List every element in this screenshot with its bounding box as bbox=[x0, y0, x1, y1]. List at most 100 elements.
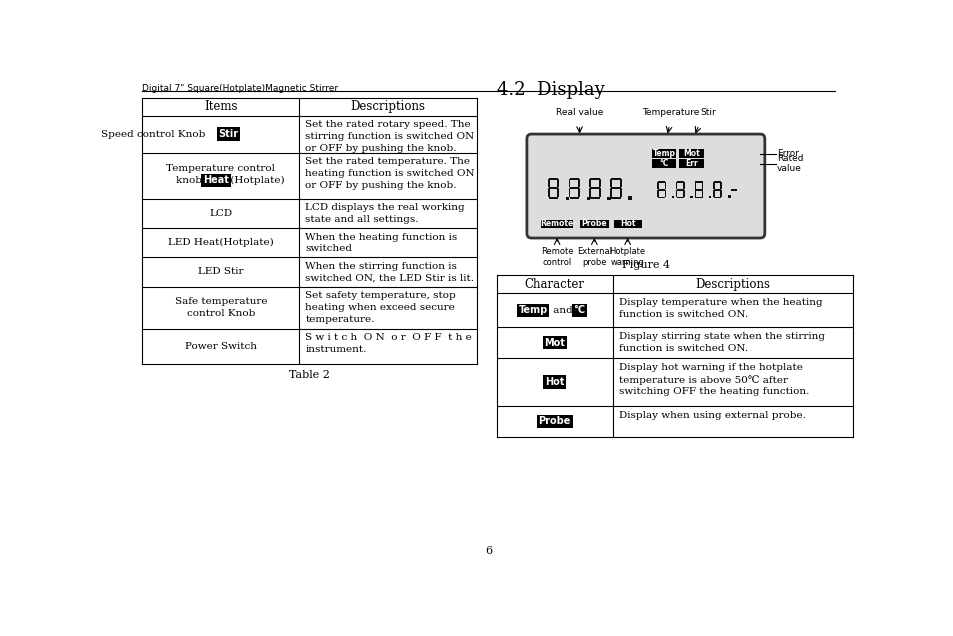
Bar bbox=[568, 188, 570, 197]
Text: Remote: Remote bbox=[540, 219, 573, 228]
Text: Temp: Temp bbox=[517, 305, 547, 315]
Bar bbox=[713, 190, 714, 197]
Bar bbox=[578, 179, 579, 188]
Bar bbox=[548, 197, 558, 199]
Bar bbox=[676, 197, 683, 198]
Bar bbox=[598, 188, 600, 197]
Text: Figure 4: Figure 4 bbox=[621, 260, 670, 270]
Bar bbox=[676, 189, 683, 191]
Bar bbox=[607, 197, 610, 200]
Bar bbox=[590, 177, 599, 179]
Text: Display temperature when the heating
function is switched ON.: Display temperature when the heating fun… bbox=[618, 298, 821, 319]
Bar bbox=[569, 177, 578, 179]
Bar bbox=[651, 160, 676, 168]
Bar bbox=[586, 197, 589, 200]
Text: LED Stir: LED Stir bbox=[198, 267, 243, 277]
Bar bbox=[619, 179, 621, 188]
Text: Mot: Mot bbox=[544, 338, 564, 348]
Bar bbox=[611, 197, 620, 199]
Text: Temp: Temp bbox=[652, 149, 675, 158]
Bar bbox=[611, 188, 620, 190]
Bar bbox=[731, 189, 736, 191]
Text: Descriptions: Descriptions bbox=[695, 278, 770, 291]
Text: Err: Err bbox=[684, 159, 697, 168]
Text: Temperature control: Temperature control bbox=[166, 164, 275, 173]
Bar bbox=[664, 190, 665, 197]
Bar bbox=[610, 188, 612, 197]
Text: Speed control Knob: Speed control Knob bbox=[101, 130, 208, 139]
Bar bbox=[598, 179, 600, 188]
Text: Probe: Probe bbox=[538, 417, 571, 426]
Bar bbox=[713, 189, 720, 191]
Text: S w i t c h  O N  o r  O F F  t h e
instrument.: S w i t c h O N o r O F F t h e instrume… bbox=[305, 333, 472, 354]
Bar bbox=[695, 189, 701, 191]
Text: °C: °C bbox=[659, 159, 668, 168]
Bar bbox=[619, 188, 621, 197]
Text: control Knob: control Knob bbox=[187, 309, 254, 319]
Text: Temperature: Temperature bbox=[641, 108, 699, 117]
Text: Error: Error bbox=[777, 149, 799, 158]
Text: knob: knob bbox=[176, 176, 205, 185]
Text: Remote
control: Remote control bbox=[540, 247, 573, 266]
Bar bbox=[682, 182, 684, 189]
Text: When the heating function is
switched: When the heating function is switched bbox=[305, 233, 457, 253]
Text: Items: Items bbox=[204, 100, 237, 113]
Text: Safe temperature: Safe temperature bbox=[174, 297, 267, 306]
Bar bbox=[713, 197, 720, 198]
Bar bbox=[657, 182, 659, 189]
Bar bbox=[568, 179, 570, 188]
Bar bbox=[611, 177, 620, 179]
Text: Heat: Heat bbox=[203, 176, 229, 185]
Text: Digital 7" Square(Hotplate)Magnetic Stirrer: Digital 7" Square(Hotplate)Magnetic Stir… bbox=[142, 84, 338, 93]
Bar bbox=[657, 190, 659, 197]
Text: °C: °C bbox=[573, 305, 585, 315]
Bar bbox=[548, 177, 558, 179]
Bar bbox=[589, 179, 591, 188]
Text: When the stirring function is
switched ON, the LED Stir is lit.: When the stirring function is switched O… bbox=[305, 262, 474, 282]
Bar bbox=[701, 190, 702, 197]
Bar bbox=[708, 196, 711, 198]
Text: Table 2: Table 2 bbox=[289, 370, 330, 380]
Text: Stir: Stir bbox=[218, 129, 238, 139]
Text: Mot: Mot bbox=[682, 149, 699, 158]
Text: Display when using external probe.: Display when using external probe. bbox=[618, 410, 805, 420]
Bar bbox=[658, 189, 665, 191]
Bar bbox=[676, 190, 677, 197]
Text: Display hot warning if the hotplate
temperature is above 50℃ after
switching OFF: Display hot warning if the hotplate temp… bbox=[618, 363, 809, 396]
Bar bbox=[579, 219, 608, 228]
Bar bbox=[695, 197, 701, 198]
Bar bbox=[690, 196, 692, 198]
Bar bbox=[613, 219, 641, 228]
Bar bbox=[713, 181, 720, 183]
Text: External
probe: External probe bbox=[577, 247, 611, 266]
Bar bbox=[547, 179, 549, 188]
Bar bbox=[557, 188, 558, 197]
Text: Hotplate
warning: Hotplate warning bbox=[609, 247, 645, 266]
Bar bbox=[548, 188, 558, 190]
Bar bbox=[664, 182, 665, 189]
Bar bbox=[720, 190, 721, 197]
Bar bbox=[701, 182, 702, 189]
Bar bbox=[658, 197, 665, 198]
Text: and: and bbox=[550, 306, 576, 315]
Text: Stir: Stir bbox=[700, 108, 716, 117]
Bar bbox=[694, 182, 696, 189]
Text: LCD displays the real working
state and all settings.: LCD displays the real working state and … bbox=[305, 204, 464, 224]
Bar bbox=[569, 188, 578, 190]
Text: Rated
value: Rated value bbox=[777, 154, 802, 174]
Bar bbox=[540, 219, 573, 228]
Bar bbox=[658, 181, 665, 183]
Bar bbox=[651, 149, 676, 158]
Bar bbox=[679, 160, 703, 168]
Bar bbox=[547, 188, 549, 197]
Bar bbox=[569, 197, 578, 199]
Bar bbox=[676, 181, 683, 183]
Text: LED Heat(Hotplate): LED Heat(Hotplate) bbox=[168, 238, 274, 247]
Text: Probe: Probe bbox=[581, 219, 606, 228]
FancyBboxPatch shape bbox=[526, 134, 764, 238]
Bar bbox=[557, 179, 558, 188]
Text: Display stirring state when the stirring
function is switched ON.: Display stirring state when the stirring… bbox=[618, 332, 824, 353]
Bar bbox=[565, 197, 568, 200]
Text: Descriptions: Descriptions bbox=[351, 100, 425, 113]
Text: Real value: Real value bbox=[556, 108, 602, 117]
